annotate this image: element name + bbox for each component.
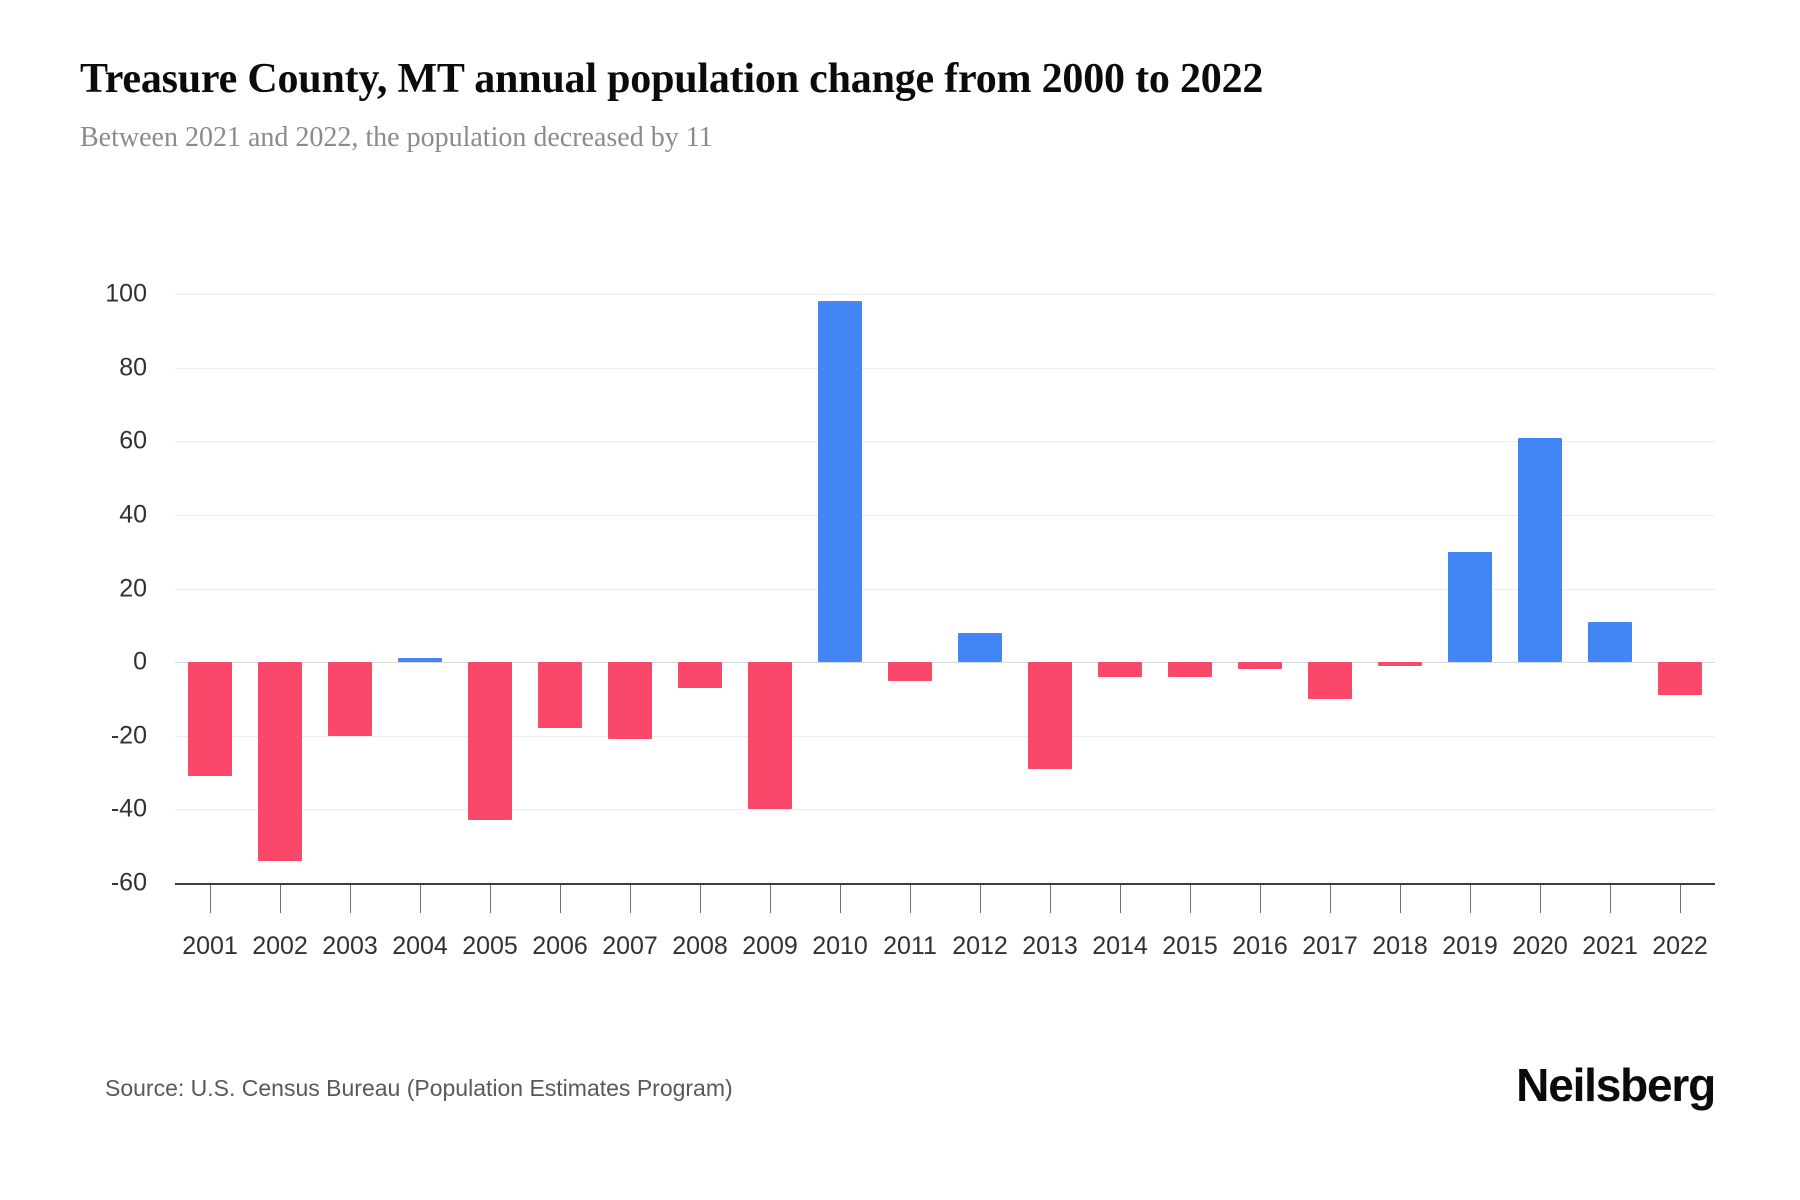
gridline-0 — [175, 662, 1715, 664]
x-tick-2004 — [420, 885, 421, 913]
bar-2007[interactable] — [607, 662, 653, 740]
gridline-20 — [175, 588, 1715, 590]
x-tick-2009 — [770, 885, 771, 913]
brand-logo: Neilsberg — [1516, 1059, 1716, 1111]
gridline-60 — [175, 441, 1715, 443]
x-tick-label-2013: 2013 — [1022, 932, 1078, 960]
bar-2005[interactable] — [467, 662, 513, 821]
gridline-100 — [175, 294, 1715, 295]
bar-2003[interactable] — [327, 662, 373, 736]
source-note: Source: U.S. Census Bureau (Population E… — [105, 1075, 733, 1101]
x-tick-label-2014: 2014 — [1092, 932, 1148, 960]
bar-2009[interactable] — [747, 662, 793, 810]
x-tick-2015 — [1190, 885, 1191, 913]
x-tick-2008 — [700, 885, 701, 913]
x-tick-label-2017: 2017 — [1302, 932, 1358, 960]
x-tick-2014 — [1120, 885, 1121, 913]
x-tick-2018 — [1400, 885, 1401, 913]
x-tick-2001 — [210, 885, 211, 913]
bar-2015[interactable] — [1167, 662, 1213, 677]
x-tick-label-2021: 2021 — [1582, 932, 1638, 960]
x-tick-label-2004: 2004 — [392, 932, 448, 960]
y-tick-label: -20 — [110, 721, 147, 750]
x-tick-2011 — [910, 885, 911, 913]
x-tick-label-2016: 2016 — [1232, 932, 1288, 960]
bar-2016[interactable] — [1237, 662, 1283, 670]
x-tick-2017 — [1330, 885, 1331, 913]
y-tick-label: 100 — [105, 279, 147, 308]
x-tick-label-2015: 2015 — [1162, 932, 1218, 960]
gridline--40 — [175, 809, 1715, 811]
bar-2021[interactable] — [1587, 621, 1633, 663]
bar-2018[interactable] — [1377, 662, 1423, 666]
x-tick-label-2012: 2012 — [952, 932, 1008, 960]
bar-2019[interactable] — [1447, 551, 1493, 663]
plot-area — [175, 294, 1715, 883]
x-tick-2019 — [1470, 885, 1471, 913]
x-tick-2005 — [490, 885, 491, 913]
x-tick-label-2003: 2003 — [322, 932, 378, 960]
y-tick-label: -60 — [110, 868, 147, 897]
x-tick-2016 — [1260, 885, 1261, 913]
x-tick-2010 — [840, 885, 841, 913]
x-tick-label-2009: 2009 — [742, 932, 798, 960]
x-tick-2012 — [980, 885, 981, 913]
bar-2001[interactable] — [187, 662, 233, 777]
gridline-80 — [175, 367, 1715, 369]
bar-2012[interactable] — [957, 632, 1003, 663]
x-tick-label-2005: 2005 — [462, 932, 518, 960]
x-tick-label-2010: 2010 — [812, 932, 868, 960]
bar-2011[interactable] — [887, 662, 933, 681]
bar-2020[interactable] — [1517, 437, 1563, 663]
x-tick-label-2006: 2006 — [532, 932, 588, 960]
bar-2010[interactable] — [817, 301, 863, 663]
y-tick-label: -40 — [110, 794, 147, 823]
x-tick-label-2002: 2002 — [252, 932, 308, 960]
x-tick-2003 — [350, 885, 351, 913]
bar-2022[interactable] — [1657, 662, 1703, 696]
x-tick-label-2019: 2019 — [1442, 932, 1498, 960]
x-tick-label-2001: 2001 — [182, 932, 238, 960]
x-tick-2020 — [1540, 885, 1541, 913]
x-tick-label-2007: 2007 — [602, 932, 658, 960]
y-tick-label: 0 — [133, 647, 147, 676]
x-tick-2013 — [1050, 885, 1051, 913]
bar-2006[interactable] — [537, 662, 583, 729]
x-tick-label-2020: 2020 — [1512, 932, 1568, 960]
x-tick-label-2011: 2011 — [883, 932, 937, 960]
bars-layer — [175, 294, 1715, 883]
y-tick-label: 40 — [119, 500, 147, 529]
bar-2008[interactable] — [677, 662, 723, 688]
x-tick-2002 — [280, 885, 281, 913]
x-tick-label-2022: 2022 — [1652, 932, 1708, 960]
x-axis-line — [175, 883, 1715, 885]
x-tick-2022 — [1680, 885, 1681, 913]
bar-2002[interactable] — [257, 662, 303, 861]
x-tick-label-2018: 2018 — [1372, 932, 1428, 960]
bar-2013[interactable] — [1027, 662, 1073, 769]
x-tick-2006 — [560, 885, 561, 913]
gridline-40 — [175, 514, 1715, 516]
chart-subtitle: Between 2021 and 2022, the population de… — [80, 122, 713, 153]
y-tick-label: 60 — [119, 426, 147, 455]
x-tick-label-2008: 2008 — [672, 932, 728, 960]
page-title: Treasure County, MT annual population ch… — [80, 56, 1264, 102]
bar-2017[interactable] — [1307, 662, 1353, 699]
x-tick-2021 — [1610, 885, 1611, 913]
x-tick-2007 — [630, 885, 631, 913]
bar-2014[interactable] — [1097, 662, 1143, 677]
y-tick-label: 80 — [119, 353, 147, 382]
bar-2004[interactable] — [397, 658, 443, 663]
y-tick-label: 20 — [119, 574, 147, 602]
gridline--20 — [175, 735, 1715, 737]
